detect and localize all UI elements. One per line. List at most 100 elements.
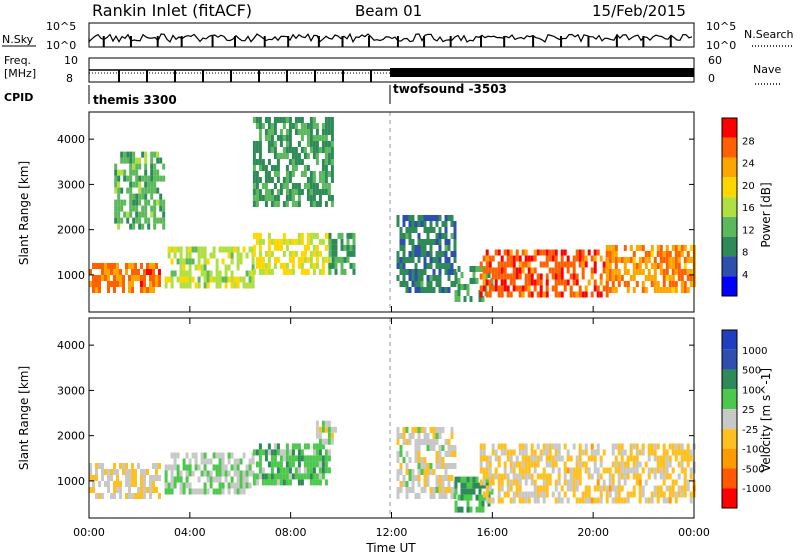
heatmap-cell-velocity-1 [185, 482, 189, 489]
heatmap-cell-power-1 [245, 282, 249, 289]
heatmap-cell-velocity-4 [411, 475, 415, 481]
heatmap-cell-power-1 [215, 270, 219, 277]
heatmap-cell-power-4 [429, 245, 433, 251]
heatmap-cell-velocity-6 [578, 497, 582, 504]
heatmap-cell-power-9 [321, 129, 325, 135]
heatmap-cell-velocity-6 [632, 461, 636, 468]
heatmap-cell-velocity-1 [182, 458, 186, 465]
heatmap-cell-power-9 [273, 123, 277, 129]
heatmap-cell-power-9 [315, 159, 319, 165]
heatmap-cell-power-2 [321, 262, 325, 269]
heatmap-cell-power-8 [132, 169, 136, 176]
heatmap-cell-power-4 [450, 233, 454, 239]
colorbar-swatch [722, 389, 737, 410]
heatmap-cell-power-2 [303, 250, 307, 257]
heatmap-cell-velocity-6 [506, 491, 510, 498]
heatmap-cell-velocity-4 [405, 487, 409, 493]
heatmap-cell-velocity-6 [497, 443, 501, 450]
heatmap-cell-power-2 [288, 250, 292, 257]
heatmap-cell-power-7 [653, 275, 657, 281]
heatmap-cell-velocity-5 [466, 482, 470, 489]
heatmap-cell-velocity-6 [572, 491, 576, 498]
heatmap-cell-velocity-6 [524, 497, 528, 504]
heatmap-cell-power-6 [527, 285, 531, 292]
heatmap-cell-power-2 [297, 256, 301, 263]
heatmap-cell-velocity-5 [460, 476, 464, 483]
heatmap-cell-velocity-6 [557, 473, 561, 480]
heatmap-cell-velocity-2 [321, 443, 325, 450]
heatmap-cell-power-7 [668, 275, 672, 281]
heatmap-cell-power-2 [306, 232, 310, 239]
heatmap-cell-velocity-1 [209, 482, 213, 489]
heatmap-cell-velocity-2 [258, 443, 262, 450]
heatmap-cell-velocity-6 [533, 485, 537, 492]
heatmap-cell-velocity-2 [318, 455, 322, 462]
heatmap-cell-velocity-6 [527, 467, 531, 474]
heatmap-cell-power-0 [107, 263, 110, 269]
heatmap-cell-power-1 [191, 276, 195, 283]
heatmap-cell-velocity-6 [512, 461, 516, 468]
heatmap-cell-velocity-0 [152, 481, 155, 487]
heatmap-cell-velocity-2 [288, 449, 292, 456]
heatmap-cell-velocity-4 [423, 427, 427, 433]
heatmap-cell-power-2 [312, 268, 316, 275]
heatmap-cell-power-3 [349, 244, 353, 251]
heatmap-cell-power-9 [324, 171, 328, 177]
heatmap-cell-velocity-4 [450, 427, 454, 433]
heatmap-cell-power-1 [236, 246, 240, 253]
heatmap-cell-power-8 [129, 199, 133, 206]
heatmap-cell-power-2 [309, 232, 313, 239]
heatmap-cell-velocity-6 [593, 467, 597, 474]
heatmap-cell-velocity-6 [494, 467, 498, 474]
heatmap-cell-power-7 [683, 287, 687, 293]
heatmap-cell-power-2 [321, 238, 325, 245]
heatmap-cell-velocity-6 [584, 443, 588, 450]
heatmap-cell-power-7 [614, 269, 618, 275]
heatmap-cell-power-6 [509, 249, 513, 256]
heatmap-cell-power-1 [233, 246, 237, 253]
heatmap-cell-power-8 [150, 187, 154, 194]
heatmap-cell-power-1 [233, 276, 237, 283]
heatmap-cell-velocity-4 [402, 481, 406, 487]
heatmap-cell-power-8 [132, 193, 136, 200]
heatmap-cell-velocity-6 [629, 491, 633, 498]
heatmap-cell-power-6 [575, 273, 579, 280]
heatmap-cell-power-6 [569, 285, 573, 292]
heatmap-cell-velocity-6 [638, 479, 642, 486]
colorbar-tick-label: 100 [742, 385, 761, 396]
heatmap-cell-power-6 [491, 267, 495, 274]
heatmap-cell-power-4 [405, 227, 409, 233]
heatmap-cell-velocity-5 [478, 500, 482, 507]
heatmap-cell-velocity-6 [530, 449, 534, 456]
heatmap-cell-velocity-4 [450, 487, 454, 493]
heatmap-cell-velocity-2 [309, 473, 313, 480]
heatmap-cell-power-9 [288, 159, 292, 165]
heatmap-cell-power-8 [114, 169, 118, 176]
heatmap-cell-power-7 [638, 245, 642, 251]
heatmap-cell-velocity-4 [441, 493, 445, 499]
heatmap-cell-power-1 [197, 276, 201, 283]
heatmap-cell-power-7 [608, 275, 612, 281]
heatmap-cell-velocity-6 [686, 443, 690, 450]
heatmap-cell-power-9 [330, 129, 334, 135]
heatmap-cell-power-8 [144, 205, 148, 212]
heatmap-cell-velocity-1 [248, 482, 252, 489]
heatmap-cell-power-6 [590, 255, 594, 262]
heatmap-cell-power-0 [104, 263, 107, 269]
heatmap-cell-velocity-4 [435, 463, 439, 469]
heatmap-cell-power-2 [312, 232, 316, 239]
heatmap-cell-velocity-4 [411, 487, 415, 493]
x-tick-label: 08:00 [275, 526, 307, 539]
heatmap-cell-power-2 [276, 256, 280, 263]
heatmap-cell-velocity-1 [176, 452, 180, 459]
heatmap-cell-power-0 [92, 287, 95, 293]
heatmap-cell-velocity-4 [426, 481, 430, 487]
heatmap-cell-velocity-6 [656, 443, 660, 450]
heatmap-cell-power-9 [267, 195, 271, 201]
heatmap-cell-power-6 [479, 273, 483, 280]
heatmap-cell-power-7 [632, 251, 636, 257]
heatmap-cell-power-9 [279, 141, 283, 147]
heatmap-cell-velocity-0 [113, 487, 116, 493]
heatmap-cell-power-7 [686, 275, 690, 281]
heatmap-cell-velocity-6 [515, 491, 519, 498]
